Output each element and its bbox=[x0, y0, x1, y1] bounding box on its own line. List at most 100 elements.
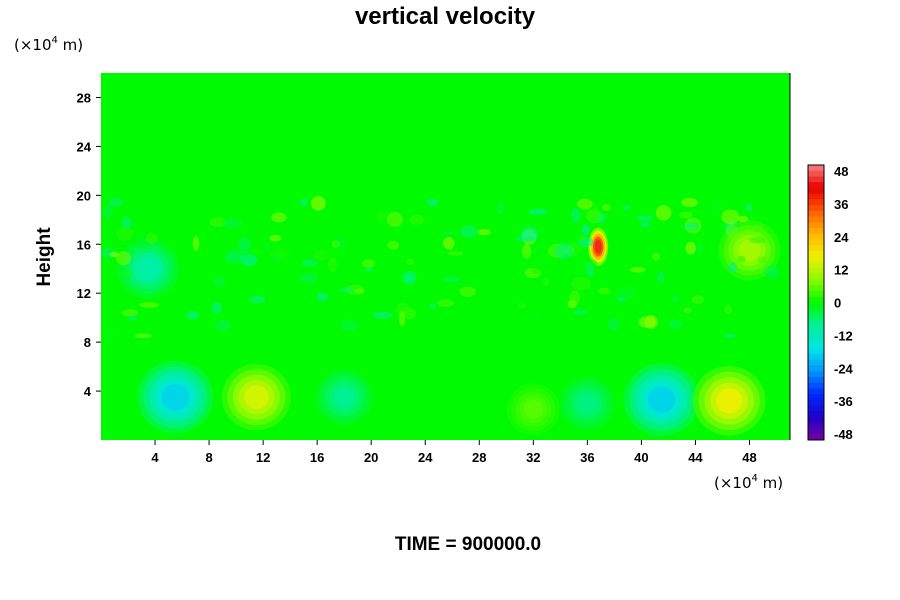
time-label: TIME = 900000.0 bbox=[395, 534, 541, 555]
turbulence-cell bbox=[249, 295, 266, 304]
turbulence-cell bbox=[249, 249, 262, 254]
y-axis-label: Height bbox=[34, 227, 55, 287]
turbulence-cell bbox=[721, 209, 740, 225]
colorbar-swatch bbox=[808, 273, 824, 281]
colorbar-swatch bbox=[808, 348, 824, 355]
colorbar-swatch bbox=[808, 359, 824, 367]
colorbar-swatch bbox=[808, 394, 824, 401]
heat-feature bbox=[161, 384, 190, 411]
turbulence-cell bbox=[225, 249, 244, 264]
heat-feature bbox=[137, 257, 160, 280]
colorbar-swatch bbox=[808, 182, 824, 189]
colorbar-swatch bbox=[808, 268, 824, 275]
colorbar: 48 36 24 12 0 -12 -24 -36 -48 bbox=[807, 164, 854, 442]
turbulence-cell bbox=[530, 262, 543, 274]
turbulence-cell bbox=[129, 315, 137, 321]
colorbar-swatch bbox=[808, 405, 824, 412]
turbulence-cell bbox=[757, 256, 767, 264]
colorbar-tick-label: -48 bbox=[834, 427, 853, 442]
turbulence-cell bbox=[569, 290, 581, 305]
turbulence-cell bbox=[748, 237, 767, 244]
turbulence-cell bbox=[724, 333, 736, 338]
heat-feature bbox=[647, 386, 676, 413]
turbulence-cell bbox=[578, 237, 594, 247]
colorbar-swatch bbox=[808, 262, 824, 269]
turbulence-cell bbox=[617, 286, 636, 300]
turbulence-cell bbox=[238, 237, 251, 254]
turbulence-cell bbox=[571, 277, 591, 291]
turbulence-cell bbox=[426, 198, 439, 207]
turbulence-cell bbox=[725, 224, 739, 239]
turbulence-cell bbox=[668, 320, 683, 330]
heat-feature bbox=[716, 388, 743, 414]
colorbar-tick-label: 24 bbox=[834, 230, 849, 245]
turbulence-cell bbox=[671, 295, 680, 303]
turbulence-cell bbox=[310, 196, 326, 211]
turbulence-cell bbox=[765, 264, 779, 279]
x-tick-label: 40 bbox=[634, 450, 648, 465]
colorbar-swatch bbox=[808, 233, 824, 240]
turbulence-cell bbox=[447, 251, 464, 256]
turbulence-cell bbox=[122, 216, 132, 229]
turbulence-cell bbox=[442, 276, 461, 282]
turbulence-cell bbox=[708, 312, 715, 328]
heat-feature bbox=[738, 239, 761, 262]
colorbar-swatch bbox=[808, 382, 824, 389]
colorbar-swatch bbox=[808, 428, 824, 435]
turbulence-cell bbox=[517, 302, 527, 310]
turbulence-cell bbox=[655, 205, 672, 221]
colorbar-swatch bbox=[808, 279, 824, 286]
turbulence-cell bbox=[527, 313, 543, 320]
turbulence-cell bbox=[579, 258, 598, 270]
colorbar-swatch bbox=[808, 422, 824, 430]
colorbar-swatch bbox=[808, 165, 824, 172]
turbulence-cell bbox=[339, 286, 355, 293]
turbulence-cell bbox=[215, 320, 231, 331]
y-tick-label: 24 bbox=[77, 139, 92, 154]
turbulence-cell bbox=[186, 310, 199, 320]
turbulence-cell bbox=[601, 204, 611, 211]
turbulence-cell bbox=[123, 268, 132, 277]
colorbar-swatch bbox=[808, 313, 824, 321]
turbulence-cell bbox=[737, 255, 746, 263]
turbulence-cell bbox=[577, 198, 593, 210]
turbulence-cell bbox=[121, 309, 139, 317]
turbulence-cell bbox=[582, 223, 590, 236]
turbulence-cell bbox=[361, 259, 376, 268]
heat-feature bbox=[523, 400, 543, 419]
turbulence-cell bbox=[657, 271, 665, 284]
colorbar-swatch bbox=[808, 187, 824, 195]
colorbar-frame bbox=[807, 164, 825, 441]
turbulence-cell bbox=[269, 234, 282, 242]
turbulence-cell bbox=[300, 198, 308, 206]
turbulence-cell bbox=[724, 304, 733, 315]
turbulence-cell bbox=[396, 302, 411, 316]
turbulence-cell bbox=[528, 208, 548, 216]
x-tick-label: 28 bbox=[472, 450, 486, 465]
turbulence-cell bbox=[691, 295, 704, 304]
colorbar-swatch bbox=[808, 417, 824, 424]
turbulence-texture bbox=[100, 196, 786, 339]
turbulence-cell bbox=[365, 267, 373, 272]
y-axis-ticks: 4 8 12 16 20 24 28 bbox=[77, 90, 101, 399]
colorbar-swatch bbox=[808, 250, 824, 258]
turbulence-cell bbox=[598, 287, 611, 295]
turbulence-cell bbox=[375, 210, 387, 223]
turbulence-cell bbox=[652, 252, 661, 261]
x-tick-label: 12 bbox=[256, 450, 270, 465]
colorbar-swatch bbox=[808, 291, 824, 298]
colorbar-swatch bbox=[808, 342, 824, 349]
turbulence-cell bbox=[387, 240, 399, 250]
colorbar-tick-label: -36 bbox=[834, 394, 853, 409]
turbulence-cell bbox=[222, 218, 243, 229]
turbulence-cell bbox=[441, 231, 459, 237]
turbulence-cell bbox=[516, 235, 535, 242]
y-tick-label: 4 bbox=[84, 384, 92, 399]
turbulence-cell bbox=[299, 273, 319, 284]
turbulence-cell bbox=[406, 258, 414, 265]
turbulence-cell bbox=[402, 271, 417, 285]
turbulence-cell bbox=[103, 205, 113, 219]
colorbar-swatch bbox=[808, 205, 824, 212]
turbulence-cell bbox=[409, 214, 425, 225]
